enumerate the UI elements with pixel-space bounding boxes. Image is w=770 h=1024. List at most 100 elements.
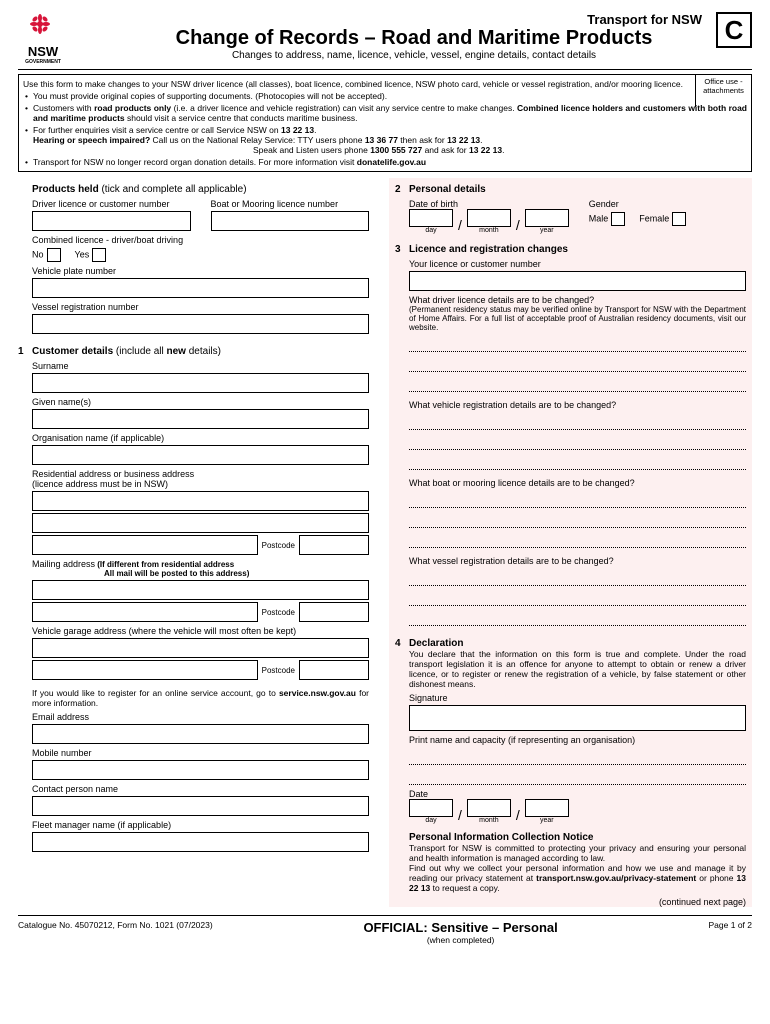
- footer: Catalogue No. 45070212, Form No. 1021 (0…: [18, 915, 752, 945]
- yes-label: Yes: [75, 248, 107, 262]
- date-day-input[interactable]: [409, 799, 453, 817]
- s4-head: 4Declaration: [395, 638, 746, 649]
- q3-line2[interactable]: [409, 512, 746, 528]
- q3-label: What boat or mooring licence details are…: [409, 478, 746, 488]
- instruction-item: Transport for NSW no longer record organ…: [23, 157, 747, 167]
- fleet-input[interactable]: [32, 832, 369, 852]
- gender-label: Gender: [589, 199, 687, 209]
- dob-day-input[interactable]: [409, 209, 453, 227]
- left-column: Products held (tick and complete all app…: [18, 178, 369, 907]
- mail-label2: All mail will be posted to this address): [32, 569, 369, 578]
- notice-head: Personal Information Collection Notice: [409, 832, 746, 843]
- products-head: Products held (tick and complete all app…: [32, 184, 369, 195]
- sig-label: Signature: [409, 693, 746, 703]
- email-input[interactable]: [32, 724, 369, 744]
- boat-licence-label: Boat or Mooring licence number: [211, 199, 370, 209]
- instructions-intro: Use this form to make changes to your NS…: [23, 79, 747, 89]
- given-label: Given name(s): [32, 397, 369, 407]
- lic-label: Your licence or customer number: [409, 259, 746, 269]
- garage-postcode-input[interactable]: [299, 660, 369, 680]
- s1-head: 1Customer details (include all new detai…: [18, 346, 369, 357]
- dob-label: Date of birth: [409, 199, 569, 209]
- mail-postcode-input[interactable]: [299, 602, 369, 622]
- header: NSW GOVERNMENT Transport for NSW Change …: [18, 12, 752, 70]
- mobile-input[interactable]: [32, 760, 369, 780]
- mail-input-2[interactable]: [32, 602, 258, 622]
- res-postcode-input[interactable]: [299, 535, 369, 555]
- footer-when: (when completed): [213, 935, 709, 945]
- q1-line1[interactable]: [409, 336, 746, 352]
- q1-line3[interactable]: [409, 376, 746, 392]
- s3-head: 3Licence and registration changes: [395, 244, 746, 255]
- print-line2[interactable]: [409, 769, 746, 785]
- email-label: Email address: [32, 712, 369, 722]
- notice1: Transport for NSW is committed to protec…: [409, 843, 746, 863]
- q4-line2[interactable]: [409, 590, 746, 606]
- online-note: If you would like to register for an onl…: [32, 688, 369, 708]
- header-org: Transport for NSW: [76, 12, 752, 27]
- q3-line1[interactable]: [409, 492, 746, 508]
- q4-label: What vessel registration details are to …: [409, 556, 746, 566]
- date-label: Date: [409, 789, 746, 799]
- boat-licence-input[interactable]: [211, 211, 370, 231]
- contact-input[interactable]: [32, 796, 369, 816]
- q1-line2[interactable]: [409, 356, 746, 372]
- instruction-item: You must provide original copies of supp…: [23, 91, 747, 101]
- q2-line2[interactable]: [409, 434, 746, 450]
- date-year-input[interactable]: [525, 799, 569, 817]
- instruction-item: For further enquiries visit a service ce…: [23, 125, 747, 155]
- vessel-input[interactable]: [32, 314, 369, 334]
- male-checkbox[interactable]: [611, 212, 625, 226]
- instruction-item: Customers with road products only (i.e. …: [23, 103, 747, 123]
- given-input[interactable]: [32, 409, 369, 429]
- footer-catalogue: Catalogue No. 45070212, Form No. 1021 (0…: [18, 920, 213, 930]
- lic-input[interactable]: [409, 271, 746, 291]
- res-label1: Residential address or business address: [32, 469, 369, 479]
- q1-label: What driver licence details are to be ch…: [409, 295, 746, 305]
- garage-label: Vehicle garage address (where the vehicl…: [32, 626, 369, 636]
- footer-page: Page 1 of 2: [709, 920, 752, 930]
- print-label: Print name and capacity (if representing…: [409, 735, 746, 745]
- dob-month-input[interactable]: [467, 209, 511, 227]
- org-label: Organisation name (if applicable): [32, 433, 369, 443]
- no-checkbox[interactable]: [47, 248, 61, 262]
- mail-input-1[interactable]: [32, 580, 369, 600]
- garage-input-2[interactable]: [32, 660, 258, 680]
- driver-licence-input[interactable]: [32, 211, 191, 231]
- female-label: Female: [639, 212, 686, 226]
- surname-input[interactable]: [32, 373, 369, 393]
- res-label2: (licence address must be in NSW): [32, 479, 369, 489]
- female-checkbox[interactable]: [672, 212, 686, 226]
- q2-line1[interactable]: [409, 414, 746, 430]
- header-subtitle: Changes to address, name, licence, vehic…: [76, 50, 752, 61]
- form-code-box: C: [716, 12, 752, 48]
- q2-label: What vehicle registration details are to…: [409, 400, 746, 410]
- print-line1[interactable]: [409, 749, 746, 765]
- driver-licence-label: Driver licence or customer number: [32, 199, 191, 209]
- fleet-label: Fleet manager name (if applicable): [32, 820, 369, 830]
- vessel-label: Vessel registration number: [32, 302, 369, 312]
- q3-line3[interactable]: [409, 532, 746, 548]
- notice2: Find out why we collect your personal in…: [409, 863, 746, 893]
- plate-input[interactable]: [32, 278, 369, 298]
- instructions-box: Office use - attachments Use this form t…: [18, 74, 752, 172]
- contact-label: Contact person name: [32, 784, 369, 794]
- res-input-1[interactable]: [32, 491, 369, 511]
- org-input[interactable]: [32, 445, 369, 465]
- garage-input-1[interactable]: [32, 638, 369, 658]
- q1-note: (Permanent residency status may be verif…: [409, 305, 746, 332]
- q4-line3[interactable]: [409, 610, 746, 626]
- q4-line1[interactable]: [409, 570, 746, 586]
- declaration-text: You declare that the information on this…: [409, 649, 746, 689]
- yes-checkbox[interactable]: [92, 248, 106, 262]
- res-input-3[interactable]: [32, 535, 258, 555]
- date-month-input[interactable]: [467, 799, 511, 817]
- dob-year-input[interactable]: [525, 209, 569, 227]
- right-column: 2Personal details Date of birth day / mo…: [389, 178, 752, 907]
- male-label: Male: [589, 212, 626, 226]
- q2-line3[interactable]: [409, 454, 746, 470]
- sig-input[interactable]: [409, 705, 746, 731]
- res-input-2[interactable]: [32, 513, 369, 533]
- footer-official: OFFICIAL: Sensitive – Personal: [213, 920, 709, 935]
- postcode-label: Postcode: [262, 541, 295, 550]
